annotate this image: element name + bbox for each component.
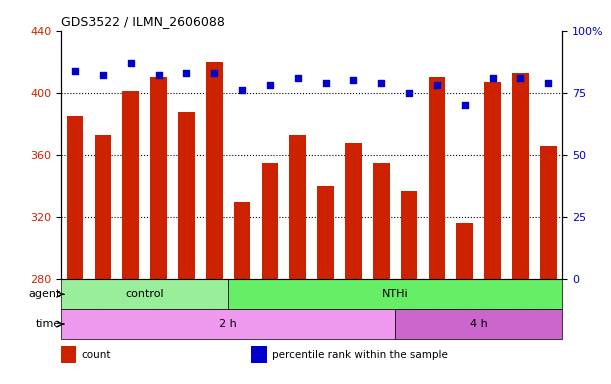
Bar: [373, 163, 390, 279]
Bar: [290, 135, 306, 279]
Point: [432, 82, 442, 88]
Bar: [317, 186, 334, 279]
Point: [237, 87, 247, 93]
Bar: [122, 91, 139, 279]
Bar: [252, 346, 266, 363]
Bar: [345, 142, 362, 279]
Point: [516, 75, 525, 81]
Bar: [484, 82, 501, 279]
Bar: [262, 163, 278, 279]
Bar: [233, 202, 251, 279]
Text: percentile rank within the sample: percentile rank within the sample: [271, 350, 447, 360]
Bar: [150, 77, 167, 279]
Bar: [67, 116, 83, 279]
Bar: [228, 279, 562, 309]
Bar: [512, 73, 529, 279]
Point: [126, 60, 136, 66]
Bar: [61, 279, 228, 309]
Bar: [428, 77, 445, 279]
Point: [543, 80, 553, 86]
Point: [488, 75, 497, 81]
Bar: [540, 146, 557, 279]
Point: [404, 90, 414, 96]
Point: [153, 73, 163, 79]
Point: [265, 82, 275, 88]
Bar: [456, 223, 473, 279]
Bar: [95, 135, 111, 279]
Text: GDS3522 / ILMN_2606088: GDS3522 / ILMN_2606088: [61, 15, 225, 28]
Point: [210, 70, 219, 76]
Bar: [61, 346, 76, 363]
Point: [70, 68, 80, 74]
Point: [98, 73, 108, 79]
Bar: [61, 309, 395, 339]
Point: [181, 70, 191, 76]
Point: [348, 77, 358, 83]
Bar: [206, 62, 222, 279]
Point: [376, 80, 386, 86]
Point: [321, 80, 331, 86]
Text: count: count: [81, 350, 111, 360]
Bar: [395, 309, 562, 339]
Point: [293, 75, 302, 81]
Point: [460, 102, 470, 108]
Text: agent: agent: [29, 289, 61, 299]
Bar: [401, 191, 417, 279]
Text: 4 h: 4 h: [470, 319, 488, 329]
Bar: [178, 111, 195, 279]
Text: 2 h: 2 h: [219, 319, 237, 329]
Text: NTHi: NTHi: [382, 289, 408, 299]
Text: time: time: [36, 319, 61, 329]
Text: control: control: [125, 289, 164, 299]
